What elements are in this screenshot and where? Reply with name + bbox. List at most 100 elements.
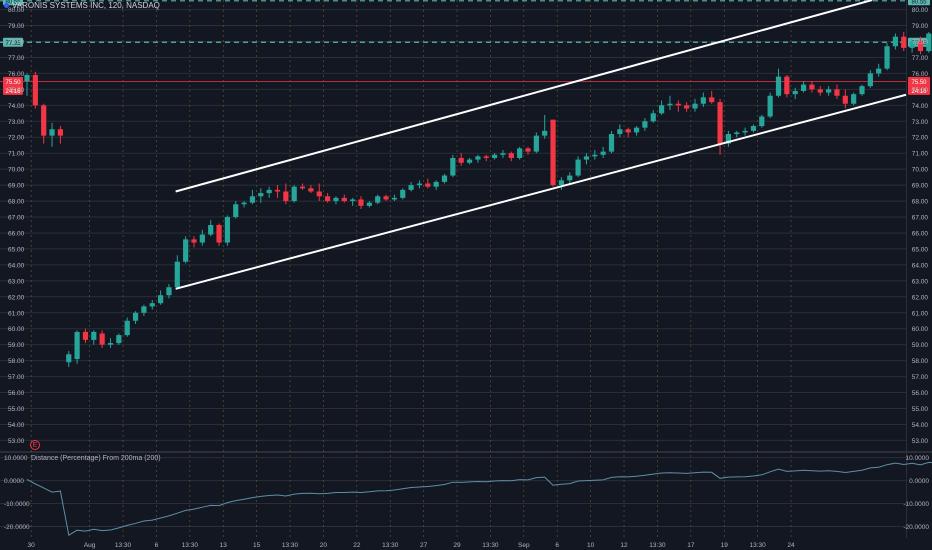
candle-body (608, 134, 615, 152)
countdown-left: 24:16 (5, 89, 21, 95)
osc-tick-label-right: -10.0000 (903, 501, 929, 508)
y-tick-label-left: 76.00 (8, 71, 25, 78)
candle-body (66, 354, 72, 363)
y-tick-label-right: 56.00 (912, 390, 929, 397)
trend-channel[interactable] (175, 0, 907, 290)
candle-body (558, 180, 564, 186)
candle-body (759, 116, 765, 127)
x-tick-label: 13 (220, 542, 228, 549)
hline-label-left-bg (3, 37, 23, 47)
candle-body (107, 343, 114, 345)
candle-body (266, 189, 272, 194)
channel-lower-line (175, 93, 907, 290)
symbol-title[interactable]: VARONIS SYSTEMS INC, 120, NASDAQ (4, 1, 160, 10)
candle-body (876, 68, 882, 74)
y-tick-label-right: 69.00 (912, 183, 929, 190)
y-tick-label-left: 63.00 (8, 278, 25, 285)
y-tick-label-right: 66.00 (912, 230, 929, 237)
candle-body (633, 127, 640, 133)
candle-body (258, 193, 264, 197)
x-tick-label: 29 (453, 542, 461, 549)
y-tick-label-right: 78.00 (912, 39, 929, 46)
candle-body (575, 159, 581, 176)
candle-body (82, 331, 89, 340)
x-tick-label: 13:30 (749, 542, 766, 549)
y-tick-label-right: 64.00 (912, 262, 929, 269)
candle-body (408, 185, 414, 190)
y-tick-label-left: 66.00 (8, 230, 25, 237)
y-tick-label-right: 67.00 (912, 215, 929, 222)
y-tick-label-right: 77.00 (912, 55, 929, 62)
candle-body (492, 154, 498, 158)
osc-tick-label-right: -20.0000 (903, 524, 929, 531)
candle-body (692, 103, 698, 109)
y-tick-label-right: 54.00 (912, 422, 929, 429)
oscillator-line (26, 461, 932, 536)
y-tick-label-right: 80.00 (912, 7, 929, 14)
y-tick-label-left: 79.00 (8, 23, 25, 30)
y-tick-label-left: 78.00 (8, 39, 25, 46)
earnings-marker-icon[interactable]: E (30, 440, 40, 450)
candle-body (400, 189, 406, 198)
candle-body (926, 33, 932, 52)
candle-body (191, 239, 197, 243)
candle-body (775, 76, 782, 96)
osc-tick-label-right: 0.0000 (909, 478, 929, 485)
candle-body (158, 295, 164, 304)
candle-body (183, 239, 189, 262)
candle-body (842, 95, 848, 104)
candle-body (483, 156, 489, 158)
candle-body (592, 154, 598, 157)
candle-body (642, 121, 648, 128)
candle-body (416, 183, 423, 186)
candle-body (308, 188, 314, 192)
candle-body (358, 199, 364, 206)
hline-label-left: 77.95 (5, 41, 21, 47)
y-tick-label-left: 54.00 (8, 422, 25, 429)
x-tick-label: 15 (253, 542, 261, 549)
candle-body (283, 191, 289, 202)
y-tick-label-right: 74.00 (912, 103, 929, 110)
y-tick-label-left: 58.00 (8, 358, 25, 365)
osc-tick-label-right: 10.0000 (906, 455, 930, 462)
candle-body (391, 197, 397, 200)
oscillator-pane (26, 461, 932, 536)
y-tick-label-left: 74.00 (8, 103, 25, 110)
candle-body (450, 157, 456, 176)
x-tick-label: 24 (787, 542, 795, 549)
candle-body (274, 189, 281, 192)
y-tick-label-left: 65.00 (8, 246, 25, 253)
y-tick-label-left: 77.00 (8, 55, 25, 62)
candle-body (475, 156, 481, 160)
y-tick-label-right: 53.00 (912, 438, 929, 445)
y-tick-label-right: 59.00 (912, 342, 929, 349)
candle-body (792, 90, 798, 95)
price-axes[interactable]: 53.00 53.00 54.00 54.00 55.00 55.00 56.00 56.00… (4, 7, 929, 531)
candle-body (199, 234, 205, 243)
indicator-title[interactable]: Distance (Percentage) From 200ma (200) (31, 455, 161, 462)
candle-body (366, 202, 372, 206)
candle-body (458, 157, 464, 163)
hline-label-left: 80.55 (5, 0, 21, 5)
candle-body (767, 95, 773, 117)
candle-body (166, 287, 172, 296)
candle-body (550, 119, 556, 186)
candle-body (216, 225, 222, 243)
candle-body (867, 73, 873, 87)
candle-body (99, 333, 105, 345)
y-tick-label-left: 56.00 (8, 390, 25, 397)
x-tick-label: 6 (155, 542, 159, 549)
candle-body (901, 36, 907, 48)
time-axis[interactable]: 30 Aug 13:30 6 13:30 13 15 13:30 20 22 13:30 27 29 13… (28, 542, 795, 549)
hline-label-right-bg (908, 0, 930, 6)
y-tick-label-left: 55.00 (8, 406, 25, 413)
y-tick-label-right: 68.00 (912, 199, 929, 206)
candle-body (917, 41, 924, 52)
y-tick-label-left: 64.00 (8, 262, 25, 269)
last-price-badge-right (908, 76, 930, 95)
candle-body (617, 129, 623, 135)
x-tick-label: 6 (555, 542, 559, 549)
candle-body (533, 135, 539, 152)
